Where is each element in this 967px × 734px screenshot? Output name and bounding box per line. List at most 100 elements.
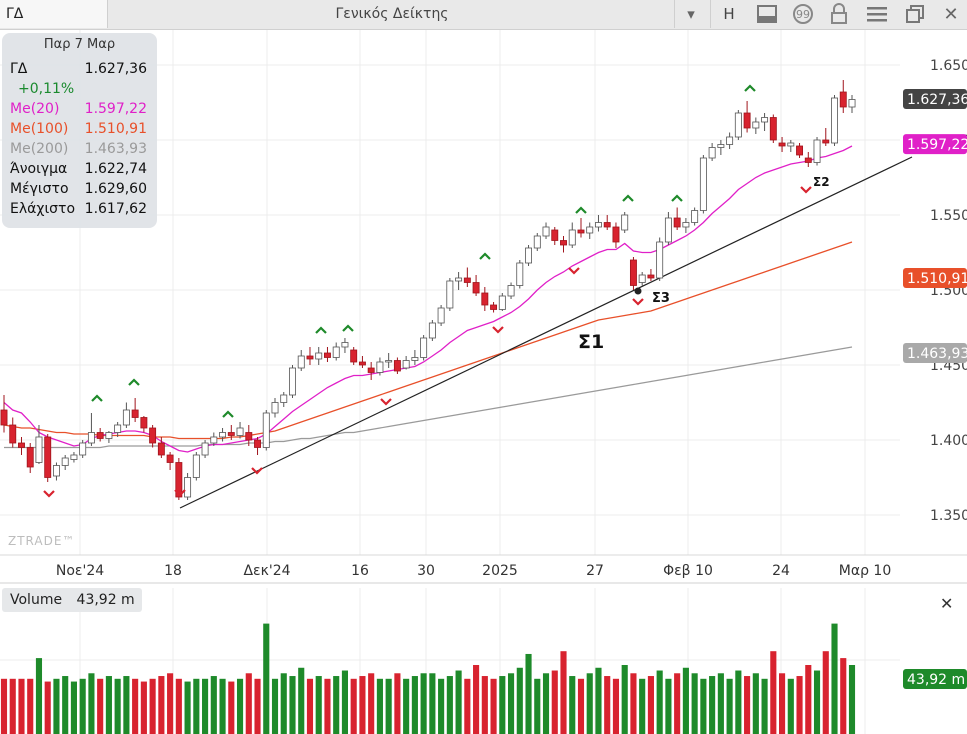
volume-bar	[647, 676, 654, 734]
separator	[674, 0, 675, 28]
volume-bar	[403, 678, 410, 734]
volume-bar	[411, 676, 418, 734]
volume-bar	[848, 665, 856, 734]
candle-body	[201, 442, 209, 456]
chevron-down-icon[interactable]: ▾	[687, 5, 695, 23]
y-tick-label: 1.400	[930, 433, 967, 449]
ma20-line	[3, 145, 853, 453]
info-value: 1.597,22	[84, 101, 147, 117]
up-signal-icon	[671, 194, 683, 202]
candle-body	[254, 439, 261, 448]
volume-bar	[542, 673, 550, 734]
volume-bar	[525, 653, 532, 734]
volume-bar	[490, 678, 497, 734]
candle-body	[804, 157, 812, 163]
candle-body	[612, 226, 620, 243]
volume-legend: Volume 43,92 m	[2, 588, 142, 612]
info-row: Me(20) 1.597,22	[10, 99, 147, 119]
volume-bar	[202, 678, 209, 734]
candle-body	[175, 462, 183, 498]
y-tick-label: 1.550	[930, 208, 967, 224]
up-signal-icon	[222, 410, 234, 418]
symbol-input[interactable]: ΓΔ	[0, 0, 108, 28]
up-signal-icon	[622, 194, 634, 202]
candle-body	[542, 226, 550, 237]
menu-icon[interactable]	[860, 0, 894, 28]
candle-body	[289, 367, 296, 396]
candle-body	[734, 112, 742, 138]
volume-bar	[709, 676, 716, 734]
candle-body	[358, 361, 366, 366]
price-badge-label: 1.627,36	[907, 92, 967, 108]
info-value: 1.622,74	[84, 161, 147, 177]
volume-bar	[630, 673, 637, 734]
candle-body	[848, 99, 856, 108]
x-tick-label: 18	[164, 563, 182, 579]
volume-bar	[438, 678, 445, 734]
restore-icon[interactable]	[898, 0, 932, 28]
close-volume-icon[interactable]: ✕	[940, 594, 954, 613]
down-signal-icon	[632, 298, 644, 306]
candle-body	[9, 424, 17, 444]
volume-badge-label: 43,92 m	[907, 672, 965, 688]
info-label: Μέγιστο	[10, 181, 69, 197]
info-date: Παρ 7 Μαρ	[43, 37, 116, 52]
candle-body	[44, 436, 52, 478]
volume-bar	[289, 676, 296, 734]
candle-body	[393, 360, 401, 372]
volume-bar	[140, 681, 147, 734]
up-signal-icon	[128, 378, 140, 386]
candle-body	[18, 442, 25, 448]
close-icon[interactable]: ✕	[943, 3, 959, 25]
volume-bar	[735, 670, 742, 734]
candle-body	[778, 142, 786, 147]
volume-bar	[560, 651, 567, 734]
volume-bar	[193, 678, 200, 734]
comment-icon[interactable]: 99	[786, 0, 820, 28]
candle-body	[787, 142, 795, 147]
volume-bar	[175, 678, 182, 734]
candle-body	[105, 432, 113, 439]
volume-bar	[62, 676, 69, 734]
volume-bar	[455, 670, 462, 734]
candle-body	[472, 282, 480, 294]
candle-body	[437, 307, 445, 324]
volume-bar	[236, 678, 244, 734]
trendline-s1	[179, 156, 913, 509]
info-value: 1.510,91	[84, 121, 147, 137]
volume-bar	[123, 676, 130, 734]
volume-bar	[464, 678, 471, 734]
candle-body	[691, 210, 699, 223]
info-row: +0,11%	[10, 79, 147, 99]
candle-body	[385, 360, 393, 363]
candle-body	[350, 349, 358, 363]
candle-body	[420, 337, 428, 358]
volume-bar	[813, 670, 821, 734]
info-value: 1.629,60	[84, 181, 147, 197]
price-badge-bg	[903, 88, 967, 109]
candle-body	[96, 432, 104, 439]
candle-body	[455, 277, 463, 282]
volume-bar	[0, 678, 8, 734]
info-label: ΓΔ	[10, 61, 28, 77]
volume-bar	[167, 673, 174, 734]
candle-body	[796, 145, 804, 156]
candle-body	[227, 432, 235, 436]
volume-bar	[228, 681, 235, 734]
period-button[interactable]: H	[723, 5, 735, 23]
layout-icon[interactable]	[750, 0, 784, 28]
candle-body	[673, 217, 681, 228]
price-badge: 1.627,36	[903, 88, 967, 109]
price-badges: 1.627,36 1.597,22 1.510,91 1.463,93	[903, 88, 967, 363]
candle-body	[61, 457, 69, 466]
volume-bar	[534, 678, 541, 734]
volume-bar	[280, 673, 287, 734]
up-signal-icon	[479, 252, 491, 260]
candle-body	[70, 454, 78, 460]
volume-bar	[822, 651, 829, 734]
candle-body	[297, 355, 305, 369]
lock-icon[interactable]	[822, 0, 856, 28]
candle-body	[166, 454, 174, 463]
touch-point	[634, 287, 642, 295]
